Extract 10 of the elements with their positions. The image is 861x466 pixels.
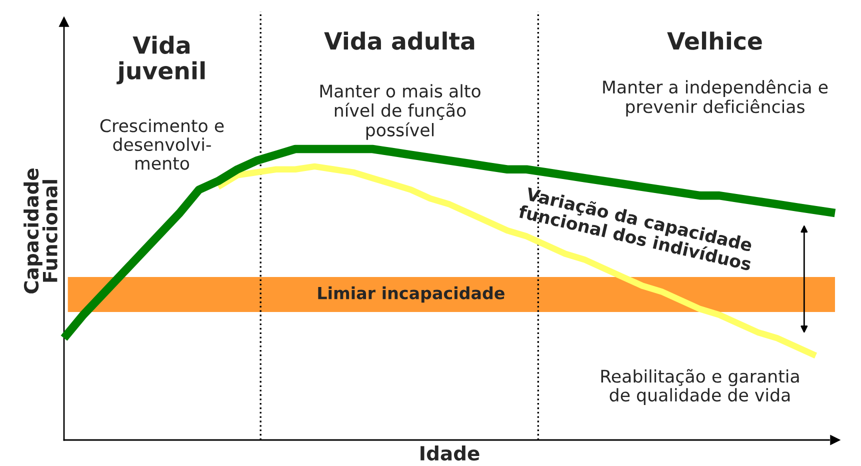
text: Manter o mais alto nível de função possível <box>320 84 480 140</box>
annotation: Reabilitação e garantia de qualidade de vida <box>601 369 799 405</box>
y-axis-title: Capacidade Funcional <box>24 168 58 294</box>
x-axis-title: Idade <box>420 446 480 461</box>
text: Vida adulta <box>324 32 474 50</box>
text: Vida juvenil <box>116 36 205 84</box>
text: Manter a independência e prevenir deficiências <box>603 79 828 117</box>
text: Velhice <box>667 32 762 50</box>
annotation: Crescimento e desenvolvi- mento <box>100 118 224 170</box>
band-label: Limiar incapacidade <box>318 286 504 303</box>
